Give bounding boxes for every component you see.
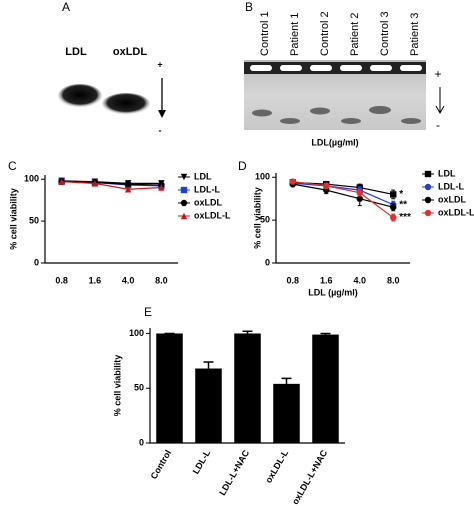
legend-label: LDL	[438, 168, 456, 178]
point	[356, 189, 363, 196]
bands	[252, 106, 421, 124]
annotation: **	[399, 199, 407, 210]
gel-band	[102, 93, 150, 115]
y-tick-label: 100	[255, 172, 270, 182]
lane-label: LDL	[65, 46, 87, 58]
panel-label: E	[144, 305, 152, 319]
lane-label: Control 2	[319, 11, 331, 56]
x-tick-label: 0.8	[286, 275, 299, 285]
y-tick-label: 0	[265, 257, 270, 267]
y-tick-label: 50	[134, 383, 144, 393]
legend-marker	[424, 209, 432, 217]
axis	[275, 173, 410, 264]
x-tick-label: Control	[149, 448, 174, 481]
bar	[234, 333, 261, 443]
point	[390, 214, 397, 221]
lane-label: oxLDL	[113, 46, 148, 58]
error-bar	[281, 377, 292, 384]
legend-marker	[180, 212, 188, 220]
bar	[312, 334, 339, 443]
point	[91, 180, 99, 187]
panel-label: B	[245, 0, 253, 14]
bar	[273, 383, 300, 443]
legend-label: oxLDL-L	[438, 207, 474, 217]
point	[289, 178, 296, 185]
wells	[250, 65, 422, 71]
legend-marker	[180, 186, 188, 194]
legend-label: oxLDL	[438, 194, 467, 204]
y-tick-label: 100	[24, 174, 39, 184]
x-tick-label: 4.0	[122, 275, 135, 285]
line	[61, 180, 162, 184]
y-tick-label: 50	[29, 215, 39, 225]
y-axis-label: % cell viability	[8, 188, 18, 250]
x-tick-label: LDL-L	[191, 448, 213, 476]
panel-label: D	[238, 159, 247, 173]
point	[124, 186, 132, 193]
point	[356, 195, 363, 202]
bar	[156, 333, 183, 443]
panel-label: A	[62, 0, 70, 14]
arrow	[435, 87, 445, 115]
line	[292, 183, 394, 208]
legend-marker	[424, 196, 432, 204]
x-tick-label: 1.6	[89, 275, 102, 285]
x-tick-label: 0.8	[55, 275, 68, 285]
legend-marker	[424, 170, 432, 178]
lane-label: Patient 1	[289, 13, 301, 56]
y-tick-label: 0	[139, 437, 144, 447]
y-axis-label: % cell viability	[252, 187, 262, 249]
point	[58, 178, 65, 185]
panel-label: C	[8, 159, 17, 173]
point	[390, 204, 397, 211]
error-bar	[203, 361, 214, 369]
point	[323, 182, 330, 190]
lane-label: Patient 3	[409, 13, 421, 56]
legend-label: LDL-L	[194, 184, 220, 194]
y-tick-label: 50	[260, 215, 270, 225]
error-bar	[242, 330, 253, 334]
x-tick-label: 4.0	[353, 275, 366, 285]
point	[158, 184, 165, 191]
lane-label: Control 1	[259, 11, 271, 56]
annotation: *	[399, 189, 403, 200]
legend-marker	[180, 173, 188, 181]
x-tick-label: 1.6	[320, 275, 333, 285]
legend-marker	[180, 199, 188, 207]
point	[390, 191, 397, 198]
gel-band	[58, 84, 102, 108]
legend-label: oxLDL	[194, 197, 223, 207]
x-tick-label: 8.0	[155, 275, 168, 285]
pole-label: +	[434, 67, 441, 81]
y-tick-label: 0	[34, 257, 39, 267]
x-tick-label: oxLDL-L+NAC	[290, 448, 330, 506]
annotation: ***	[399, 212, 411, 223]
legend-label: LDL	[194, 171, 212, 181]
lane-label: Control 3	[379, 11, 391, 56]
legend-label: oxLDL-L	[194, 210, 231, 220]
legend-label: LDL-L	[438, 181, 464, 191]
x-tick-label: 8.0	[387, 275, 400, 285]
y-axis-label: % cell viability	[112, 355, 122, 417]
line	[61, 181, 162, 190]
bar	[195, 368, 222, 443]
gel-caption: LDL(µg/ml)	[311, 137, 358, 147]
pole-label: -	[159, 125, 162, 135]
x-axis-label: LDL (µg/ml)	[308, 287, 358, 297]
lane-labels: Control 1 Patient 1 Control 2 Patient 2 Cont…	[259, 11, 421, 56]
point	[124, 181, 132, 188]
line	[292, 180, 394, 219]
error-bar	[320, 332, 331, 335]
line	[292, 182, 394, 206]
x-tick-label: LDL-L+NAC	[217, 448, 251, 497]
lane-label: Patient 2	[349, 13, 361, 56]
y-tick-label: 100	[129, 328, 144, 338]
pole-label: +	[157, 59, 162, 69]
x-tick-label: oxLDL-L	[263, 448, 290, 485]
pole-label: -	[436, 118, 440, 132]
arrow-head	[158, 110, 166, 118]
legend-marker	[424, 183, 432, 191]
